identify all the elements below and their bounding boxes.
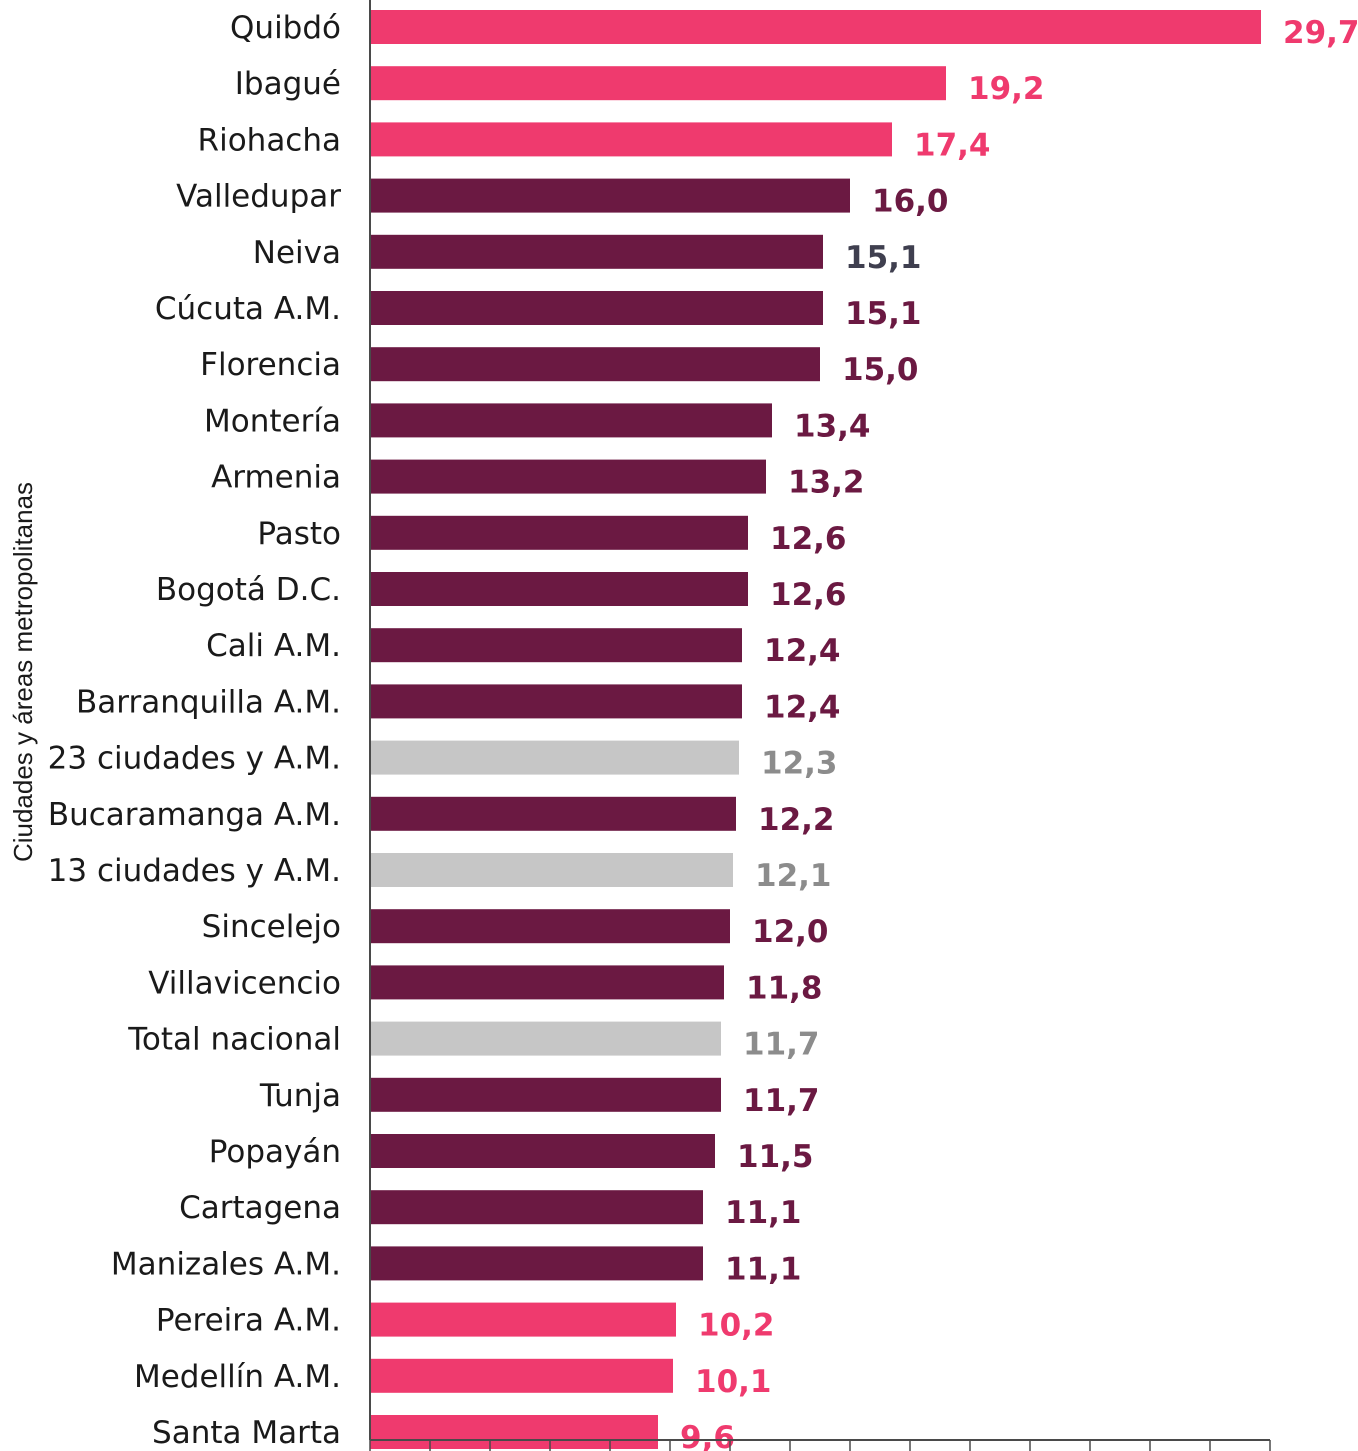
bar: [370, 796, 736, 831]
bar: [370, 965, 724, 1000]
bar: [370, 1302, 676, 1337]
data-label: 16,0: [872, 184, 949, 220]
category-label: Ibagué: [235, 66, 341, 102]
category-label: Villavicencio: [148, 965, 341, 1001]
data-label: 15,1: [845, 296, 922, 332]
y-axis-title: Ciudades y áreas metropolitanas: [8, 482, 38, 862]
bar: [370, 178, 850, 213]
category-label: Valledupar: [176, 179, 341, 215]
data-label: 29,7: [1283, 15, 1358, 51]
data-label: 12,6: [770, 577, 847, 613]
category-label: Riohacha: [198, 122, 341, 158]
data-label: 13,4: [794, 408, 871, 444]
category-label: Bogotá D.C.: [156, 572, 341, 608]
data-label: 12,1: [755, 858, 832, 894]
category-label: Santa Marta: [152, 1415, 341, 1451]
category-label: Bucaramanga A.M.: [48, 797, 341, 833]
data-label: 9,6: [680, 1420, 735, 1451]
data-label: 11,7: [743, 1083, 820, 1119]
data-label: 12,3: [761, 746, 838, 782]
category-label: Popayán: [209, 1134, 341, 1170]
category-label: Montería: [204, 403, 341, 439]
category-label: Cartagena: [179, 1190, 341, 1226]
bar: [370, 1190, 703, 1225]
bar: [370, 459, 766, 494]
category-label: 23 ciudades y A.M.: [48, 741, 341, 777]
bar: [370, 909, 730, 944]
category-label: Sincelejo: [202, 909, 341, 945]
data-label: 10,1: [695, 1364, 772, 1400]
category-label: Quibdó: [230, 10, 341, 46]
data-label: 11,8: [746, 970, 823, 1006]
data-label: 17,4: [914, 127, 991, 163]
category-label: Cali A.M.: [206, 628, 341, 664]
category-label: Armenia: [211, 460, 341, 496]
category-label: Cúcuta A.M.: [155, 291, 341, 327]
bar: [370, 403, 772, 438]
bar: [370, 122, 892, 157]
data-label: 15,1: [845, 240, 922, 276]
data-label: 19,2: [968, 71, 1045, 107]
data-label: 12,6: [770, 521, 847, 557]
category-label: Total nacional: [127, 1022, 341, 1058]
category-label: Tunja: [259, 1078, 341, 1114]
bar: [370, 572, 748, 606]
data-label: 11,7: [743, 1027, 820, 1063]
data-label: 15,0: [842, 352, 919, 388]
data-label: 12,4: [764, 689, 841, 725]
data-label: 10,2: [698, 1308, 775, 1344]
bar: [370, 1358, 673, 1393]
bar: [370, 1134, 715, 1168]
bar: [370, 515, 748, 550]
category-label: Barranquilla A.M.: [76, 684, 341, 720]
bar: [370, 10, 1261, 44]
bar: [370, 347, 820, 382]
data-label: 11,5: [737, 1139, 814, 1175]
data-label: 13,2: [788, 465, 865, 501]
data-label: 11,1: [725, 1195, 802, 1231]
category-label: Neiva: [253, 235, 341, 271]
bar: [370, 234, 823, 269]
category-label: Pasto: [257, 516, 341, 552]
bar: [370, 291, 823, 325]
bar: [370, 740, 739, 775]
bar: [370, 628, 742, 663]
category-label: Florencia: [200, 347, 341, 383]
bar: [370, 684, 742, 719]
category-label: Pereira A.M.: [156, 1303, 341, 1339]
category-label: 13 ciudades y A.M.: [48, 853, 341, 889]
bar: [370, 853, 733, 887]
category-label: Medellín A.M.: [134, 1359, 341, 1395]
bar: [370, 66, 946, 101]
bar: [370, 1246, 703, 1281]
data-label: 12,2: [758, 802, 835, 838]
data-label: 12,0: [752, 914, 829, 950]
data-label: 12,4: [764, 633, 841, 669]
category-label: Manizales A.M.: [111, 1246, 341, 1282]
bar: [370, 1077, 721, 1112]
bar: [370, 1021, 721, 1056]
data-label: 11,1: [725, 1251, 802, 1287]
bar: [370, 1415, 658, 1449]
